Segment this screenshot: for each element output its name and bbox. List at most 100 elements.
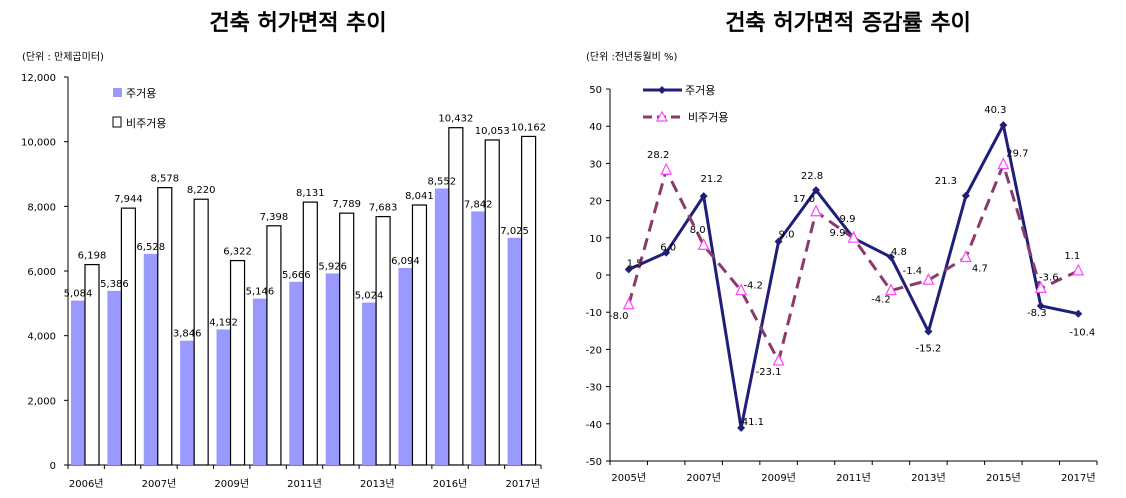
line-value-label: 8.0: [690, 225, 706, 236]
y-tick-label: 4,000: [27, 332, 56, 343]
marker-nonresidential: [959, 250, 972, 263]
bar-value-label: 8,552: [428, 176, 457, 187]
marker-nonresidential: [884, 283, 897, 296]
bar-chart-bars: [71, 127, 537, 466]
bar-value-label: 10,432: [438, 114, 473, 125]
legend-marker-diamond: [658, 86, 666, 94]
marker-nonresidential: [847, 230, 860, 243]
bar-nonresidential: [375, 215, 391, 466]
marker-nonresidential: [1034, 281, 1047, 293]
bar-value-label: 5,386: [100, 279, 129, 290]
line-value-label: -3.6: [1039, 272, 1059, 283]
y-tick-label: 0: [50, 461, 56, 472]
marker-residential: [886, 253, 895, 262]
legend-label-line-nonresidential: 비주거용: [688, 111, 728, 124]
x-tick-label: 2017년: [505, 478, 540, 490]
bar-value-label: 7,842: [464, 199, 493, 210]
bar-nonresidential: [302, 201, 318, 466]
x-tick-label: 2007년: [686, 472, 721, 484]
marker-nonresidential: [660, 162, 673, 175]
bar-chart-unit-label: (단위 : 만제곱미터): [22, 50, 104, 63]
legend-label-line-residential: 주거용: [685, 84, 715, 97]
bar-residential: [507, 237, 522, 465]
bar-residential: [398, 267, 413, 465]
bar-nonresidential: [84, 263, 100, 466]
bar-chart-title: 건축 허가면적 추이: [209, 11, 386, 36]
x-tick-label: 2007년: [142, 478, 177, 490]
bar-value-label: 10,053: [475, 126, 510, 137]
line-chart-value-labels: 1.5 6.0 21.2 -41.1 9.0 22.8 9.9 4.8 -15.2 21.3 40.…: [609, 105, 1095, 428]
y-tick-label: -40: [586, 420, 602, 431]
x-tick-label: 2009년: [214, 478, 249, 490]
bar-value-label: 5,024: [355, 291, 384, 302]
bar-nonresidential: [448, 127, 464, 466]
line-value-label: 6.0: [660, 243, 676, 254]
bar-value-label: 5,926: [318, 261, 347, 272]
marker-residential: [924, 327, 933, 336]
y-tick-label: 10: [589, 234, 602, 245]
line-chart-axes: -50 -40 -30 -20 -10 0 10 20 30 40 50 2005년 2007년 2009…: [586, 85, 1098, 484]
x-tick-label: 2016년: [433, 478, 468, 490]
line-value-label: 4.7: [972, 264, 988, 275]
x-tick-label: 2005년: [611, 472, 646, 484]
y-tick-label: 30: [589, 159, 602, 170]
y-tick-label: 6,000: [27, 267, 56, 278]
x-tick-label: 2017년: [1061, 472, 1096, 484]
y-tick-label: -10: [586, 308, 602, 319]
bar-residential: [71, 300, 85, 465]
legend-swatch-residential: [113, 88, 122, 97]
y-tick-label: 8,000: [27, 202, 56, 213]
bar-value-label: 5,146: [246, 287, 275, 298]
line-value-label: -8.3: [1027, 308, 1047, 319]
bar-chart-legend: 주거용 비주거용: [112, 87, 166, 130]
line-value-label: -1.4: [903, 266, 923, 277]
bar-value-label: 6,198: [78, 251, 107, 262]
x-tick-label: 2011년: [287, 478, 322, 490]
bar-residential: [325, 273, 340, 465]
bar-value-label: 6,322: [223, 247, 252, 258]
line-value-label: 21.2: [701, 174, 723, 185]
y-tick-label: -50: [586, 457, 602, 468]
marker-residential: [961, 191, 970, 200]
bar-value-label: 8,220: [187, 185, 216, 196]
line-value-label: -10.4: [1069, 328, 1095, 339]
bar-chart: 건축 허가면적 추이 (단위 : 만제곱미터) 0 2,000 4,000 6,000…: [21, 11, 546, 490]
line-value-label: -4.2: [743, 281, 763, 292]
bar-nonresidential: [229, 259, 246, 466]
bar-value-label: 10,162: [511, 122, 546, 133]
y-tick-label: 50: [589, 85, 602, 96]
bar-value-label: 7,025: [500, 226, 529, 237]
marker-residential: [624, 265, 633, 274]
y-tick-label: 20: [589, 197, 602, 208]
bar-value-label: 3,846: [173, 329, 202, 340]
bar-nonresidential: [193, 198, 209, 466]
line-value-label: -15.2: [915, 344, 941, 355]
line-value-label: 1.5: [627, 258, 643, 269]
x-tick-label: 2006년: [69, 478, 104, 490]
bar-value-label: 7,944: [114, 194, 143, 205]
y-tick-label: 0: [596, 271, 602, 282]
bar-value-label: 7,789: [332, 199, 361, 210]
x-tick-label: 2011년: [836, 472, 871, 484]
bar-value-label: 8,578: [150, 174, 179, 185]
marker-nonresidential: [922, 272, 935, 285]
x-tick-label: 2013년: [911, 472, 946, 484]
y-tick-label: 12,000: [21, 73, 56, 84]
marker-residential: [662, 248, 671, 257]
line-value-label: 9.0: [779, 230, 795, 241]
line-chart-unit-label: (단위 :전년동월비 %): [586, 50, 678, 63]
marker-nonresidential: [772, 353, 785, 366]
bar-value-label: 8,131: [296, 188, 325, 199]
bar-value-label: 4,192: [209, 317, 238, 328]
line-value-label: 28.2: [647, 150, 669, 161]
marker-residential: [699, 192, 708, 201]
marker-nonresidential: [735, 283, 748, 296]
bar-value-label: 6,094: [391, 256, 420, 267]
bar-residential: [471, 211, 486, 465]
bar-nonresidential: [521, 135, 537, 466]
marker-residential: [1036, 301, 1045, 310]
bar-nonresidential: [339, 212, 355, 466]
bar-value-label: 6,528: [136, 242, 165, 253]
line-value-label: -8.0: [609, 311, 629, 322]
